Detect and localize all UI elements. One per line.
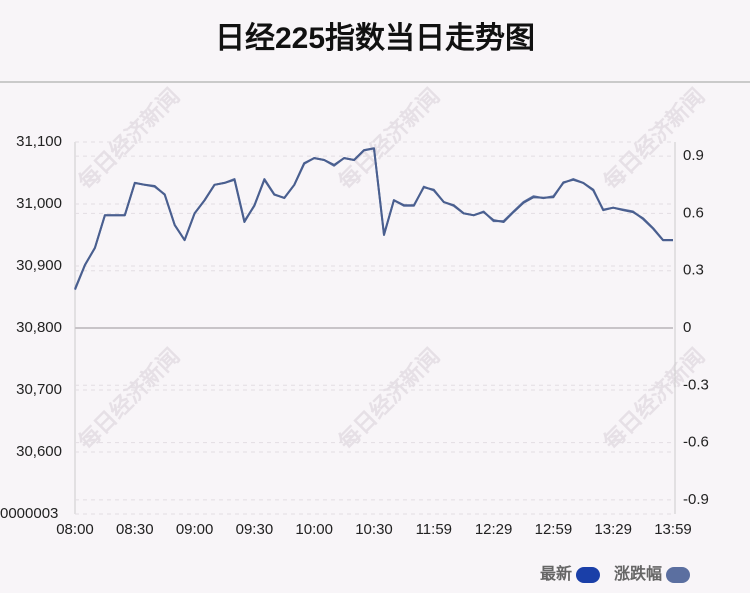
y-tick-label: 30,900 bbox=[16, 257, 62, 274]
legend-swatch bbox=[666, 567, 690, 583]
legend-swatch bbox=[575, 567, 600, 583]
x-tick-label: 09:30 bbox=[236, 521, 274, 538]
x-tick-label: 13:59 bbox=[654, 521, 692, 538]
y-tick-label: 0000003 bbox=[0, 505, 58, 522]
y-tick-label: 31,100 bbox=[16, 133, 62, 150]
y2-tick-label: 0.6 bbox=[683, 204, 704, 221]
x-tick-label: 11:59 bbox=[416, 521, 452, 538]
y-tick-label: 30,600 bbox=[16, 443, 62, 460]
x-tick-label: 08:30 bbox=[116, 521, 154, 538]
x-tick-label: 08:00 bbox=[56, 521, 94, 538]
y2-tick-label: 0.3 bbox=[683, 262, 704, 279]
x-tick-label: 09:00 bbox=[176, 521, 214, 538]
y2-tick-label: -0.9 bbox=[683, 491, 709, 508]
x-tick-label: 12:29 bbox=[475, 521, 513, 538]
legend-label: 涨跌幅 bbox=[614, 564, 662, 583]
x-tick-label: 10:30 bbox=[355, 521, 393, 538]
y-tick-label: 30,700 bbox=[16, 381, 62, 398]
price-line bbox=[74, 147, 673, 290]
chart-title: 日经225指数当日走势图 bbox=[215, 21, 535, 55]
y-tick-label: 30,800 bbox=[16, 319, 62, 336]
y2-tick-label: -0.6 bbox=[683, 434, 709, 451]
x-tick-label: 13:29 bbox=[594, 521, 632, 538]
y2-tick-label: 0.9 bbox=[683, 147, 704, 164]
x-tick-label: 12:59 bbox=[535, 521, 573, 538]
x-tick-label: 10:00 bbox=[295, 521, 333, 538]
legend-label: 最新 bbox=[540, 564, 572, 583]
y-tick-label: 31,000 bbox=[16, 195, 62, 212]
y2-tick-label: -0.3 bbox=[683, 376, 709, 393]
y2-tick-label: 0 bbox=[683, 319, 691, 336]
